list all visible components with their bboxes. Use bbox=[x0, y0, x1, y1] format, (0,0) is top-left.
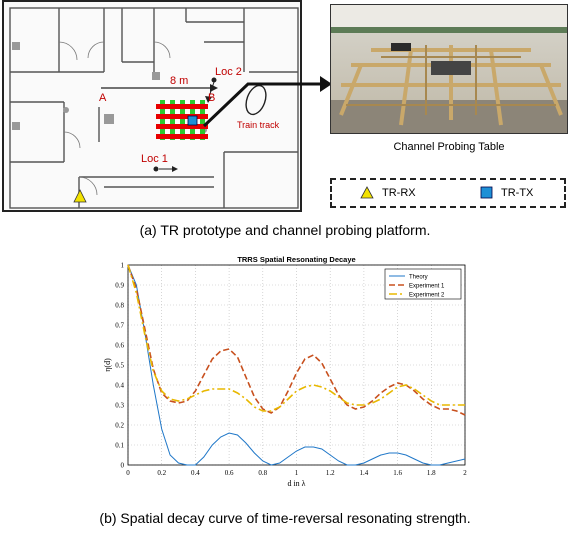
caption-a: (a) TR prototype and channel probing pla… bbox=[139, 222, 431, 238]
square-icon bbox=[480, 186, 493, 199]
distance-label: 8 m bbox=[170, 75, 189, 87]
x-tick-label: 0.6 bbox=[225, 469, 234, 477]
point-a-label: A bbox=[99, 92, 107, 104]
x-tick-label: 0.8 bbox=[258, 469, 267, 477]
legend-entry: Experiment 2 bbox=[409, 293, 445, 299]
x-tick-label: 1.2 bbox=[326, 469, 335, 477]
pointer-arrow bbox=[202, 76, 332, 128]
loc2-label: Loc 2 bbox=[215, 66, 242, 78]
legend-rx: TR-RX bbox=[360, 186, 416, 199]
x-tick-label: 1.4 bbox=[360, 469, 369, 477]
y-tick-label: 0.2 bbox=[115, 422, 124, 430]
x-tick-label: 0.2 bbox=[157, 469, 166, 477]
chart-title: TRRS Spatial Resonating Decaye bbox=[237, 255, 355, 264]
y-tick-label: 0 bbox=[121, 462, 125, 470]
series-line-theory bbox=[127, 264, 466, 466]
y-tick-label: 1 bbox=[121, 262, 125, 270]
train-track-label: Train track bbox=[237, 120, 280, 130]
caption-b: (b) Spatial decay curve of time-reversal… bbox=[99, 510, 471, 526]
y-tick-label: 0.6 bbox=[115, 342, 124, 350]
x-tick-label: 0 bbox=[126, 469, 130, 477]
x-tick-label: 1 bbox=[295, 469, 299, 477]
tr-rx-marker bbox=[73, 189, 87, 203]
y-tick-label: 0.3 bbox=[115, 402, 124, 410]
legend-tx: TR-TX bbox=[480, 186, 533, 199]
legend-tx-label: TR-TX bbox=[501, 186, 534, 199]
legend-rx-label: TR-RX bbox=[382, 186, 416, 199]
triangle-icon bbox=[360, 186, 374, 199]
y-tick-label: 0.7 bbox=[115, 322, 124, 330]
y-tick-label: 0.1 bbox=[115, 442, 124, 450]
x-tick-label: 1.8 bbox=[427, 469, 436, 477]
y-tick-label: 0.9 bbox=[115, 282, 124, 290]
tr-legend: TR-RX TR-TX bbox=[330, 178, 566, 208]
channel-probing-table-photo bbox=[330, 4, 568, 134]
x-tick-label: 1.6 bbox=[393, 469, 402, 477]
legend-entry: Experiment 1 bbox=[409, 284, 445, 290]
plot-frame bbox=[127, 264, 466, 466]
y-tick-label: 0.5 bbox=[115, 362, 124, 370]
photo-caption: Channel Probing Table bbox=[393, 141, 505, 153]
y-tick-label: 0.8 bbox=[115, 302, 124, 310]
floor-plan: 8 m A B Loc 2 Loc 1 Train track bbox=[2, 0, 302, 212]
y-tick-label: 0.4 bbox=[115, 382, 124, 390]
loc1-label: Loc 1 bbox=[141, 153, 168, 165]
y-axis-label: η(d) bbox=[103, 358, 112, 372]
tr-tx-marker bbox=[187, 115, 198, 126]
floor-plan-drawing bbox=[9, 7, 299, 209]
legend-entry: Theory bbox=[409, 275, 428, 281]
x-axis-label: d in λ bbox=[287, 479, 305, 488]
x-tick-label: 2 bbox=[463, 469, 467, 477]
chart-legend-box bbox=[384, 268, 462, 300]
series-line-experiment-1 bbox=[127, 264, 466, 416]
x-tick-label: 0.4 bbox=[191, 469, 200, 477]
series-line-experiment-2 bbox=[127, 264, 465, 412]
point-b-label: B bbox=[208, 92, 216, 104]
trrs-decay-chart: 0 0.2 0.4 0.6 0.8 1 1.2 1.4 1.6 1.8 2 0 0.1 0.2 0.3 0.4… bbox=[103, 255, 467, 488]
